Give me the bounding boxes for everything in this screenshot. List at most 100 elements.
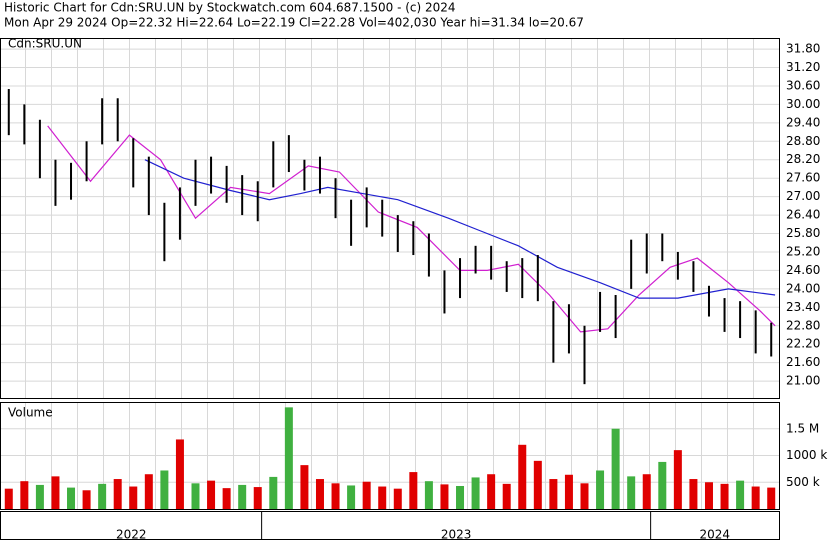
price-bar xyxy=(241,175,244,216)
price-bar xyxy=(38,119,41,179)
price-bar xyxy=(303,159,306,191)
volume-bar xyxy=(82,490,91,509)
volume-bar xyxy=(627,476,636,509)
price-bar xyxy=(70,162,73,200)
volume-bar xyxy=(284,407,293,509)
volume-bar xyxy=(456,485,465,509)
volume-bar xyxy=(689,479,698,509)
volume-bar xyxy=(471,477,480,509)
y-tick-label: 30.60 xyxy=(786,78,820,92)
price-bar xyxy=(521,258,524,299)
volume-bar xyxy=(549,479,558,509)
price-bar xyxy=(147,156,150,216)
y-tick-label: 22.80 xyxy=(786,318,820,332)
volume-bar xyxy=(393,488,402,509)
price-bar xyxy=(599,291,602,332)
volume-bar xyxy=(4,488,13,509)
volume-bar xyxy=(129,486,138,509)
price-bar xyxy=(676,251,679,280)
price-label: Cdn:SRU.UN xyxy=(8,37,82,51)
volume-bar xyxy=(269,476,278,509)
price-bar xyxy=(459,258,462,299)
year-label: 2024 xyxy=(700,528,731,542)
volume-bar xyxy=(113,479,122,509)
price-bar xyxy=(645,233,648,274)
price-bar xyxy=(536,255,539,302)
header-line2: Mon Apr 29 2024 Op=22.32 Hi=22.64 Lo=22.… xyxy=(4,16,584,30)
y-tick-label: 24.60 xyxy=(786,263,820,277)
price-bar xyxy=(350,199,353,246)
price-bar xyxy=(583,325,586,385)
price-bar xyxy=(256,181,259,222)
price-bar xyxy=(318,156,321,194)
volume-bar xyxy=(300,465,309,509)
price-bar xyxy=(23,104,26,145)
y-tick-label: 500 k xyxy=(786,475,820,489)
volume-bar xyxy=(518,444,527,509)
y-tick-label: 27.00 xyxy=(786,189,820,203)
volume-bar xyxy=(564,474,573,509)
price-bar xyxy=(7,89,10,136)
price-bar xyxy=(443,270,446,314)
volume-bar xyxy=(751,486,760,509)
price-bar xyxy=(567,304,570,354)
price-bar xyxy=(54,159,57,206)
y-tick-label: 25.80 xyxy=(786,226,820,240)
volume-bar xyxy=(580,483,589,509)
volume-bar xyxy=(175,439,184,509)
price-bar xyxy=(552,301,555,363)
volume-bar xyxy=(51,476,60,509)
price-bar xyxy=(178,187,181,240)
y-tick-label: 21.00 xyxy=(786,374,820,388)
volume-bar xyxy=(378,486,387,509)
price-bar xyxy=(474,245,477,274)
price-bar xyxy=(614,295,617,339)
volume-bar xyxy=(673,450,682,509)
price-bar xyxy=(116,98,119,142)
y-tick-label: 31.80 xyxy=(786,42,820,56)
price-bar xyxy=(287,135,290,173)
volume-bar xyxy=(704,482,713,509)
volume-bar xyxy=(67,487,76,509)
year-label: 2023 xyxy=(441,528,472,542)
price-bar xyxy=(427,233,430,277)
volume-bar xyxy=(424,481,433,509)
price-bar xyxy=(661,233,664,262)
y-tick-label: 1000 k xyxy=(786,448,827,462)
volume-bar xyxy=(362,481,371,509)
price-bar xyxy=(505,261,508,292)
price-bar xyxy=(770,322,773,357)
volume-bar xyxy=(502,483,511,509)
moving-average xyxy=(144,159,776,299)
y-tick-label: 1.5 M xyxy=(786,421,819,435)
price-bar xyxy=(412,221,415,256)
volume-bar xyxy=(35,484,44,509)
price-bar xyxy=(630,239,633,289)
volume-bar xyxy=(347,485,356,509)
volume-bar xyxy=(409,472,418,509)
price-bar xyxy=(754,310,757,354)
y-tick-label: 21.60 xyxy=(786,355,820,369)
volume-bar xyxy=(191,483,200,509)
volume-bar xyxy=(611,428,620,509)
volume-label: Volume xyxy=(8,406,53,420)
price-bar xyxy=(210,156,213,194)
price-bar xyxy=(723,298,726,332)
year-band xyxy=(0,511,780,540)
price-bar xyxy=(692,261,695,292)
volume-bar xyxy=(207,480,216,509)
volume-bar xyxy=(720,483,729,509)
price-bar xyxy=(739,301,742,339)
y-tick-label: 26.40 xyxy=(786,208,820,222)
volume-bar xyxy=(736,480,745,509)
volume-bar xyxy=(440,484,449,509)
y-tick-label: 22.20 xyxy=(786,337,820,351)
volume-bar xyxy=(20,481,29,509)
price-bar xyxy=(381,199,384,237)
price-bar xyxy=(334,178,337,219)
y-tick-label: 29.40 xyxy=(786,115,820,129)
y-tick-label: 23.40 xyxy=(786,300,820,314)
y-tick-label: 24.00 xyxy=(786,281,820,295)
y-tick-label: 27.60 xyxy=(786,171,820,185)
